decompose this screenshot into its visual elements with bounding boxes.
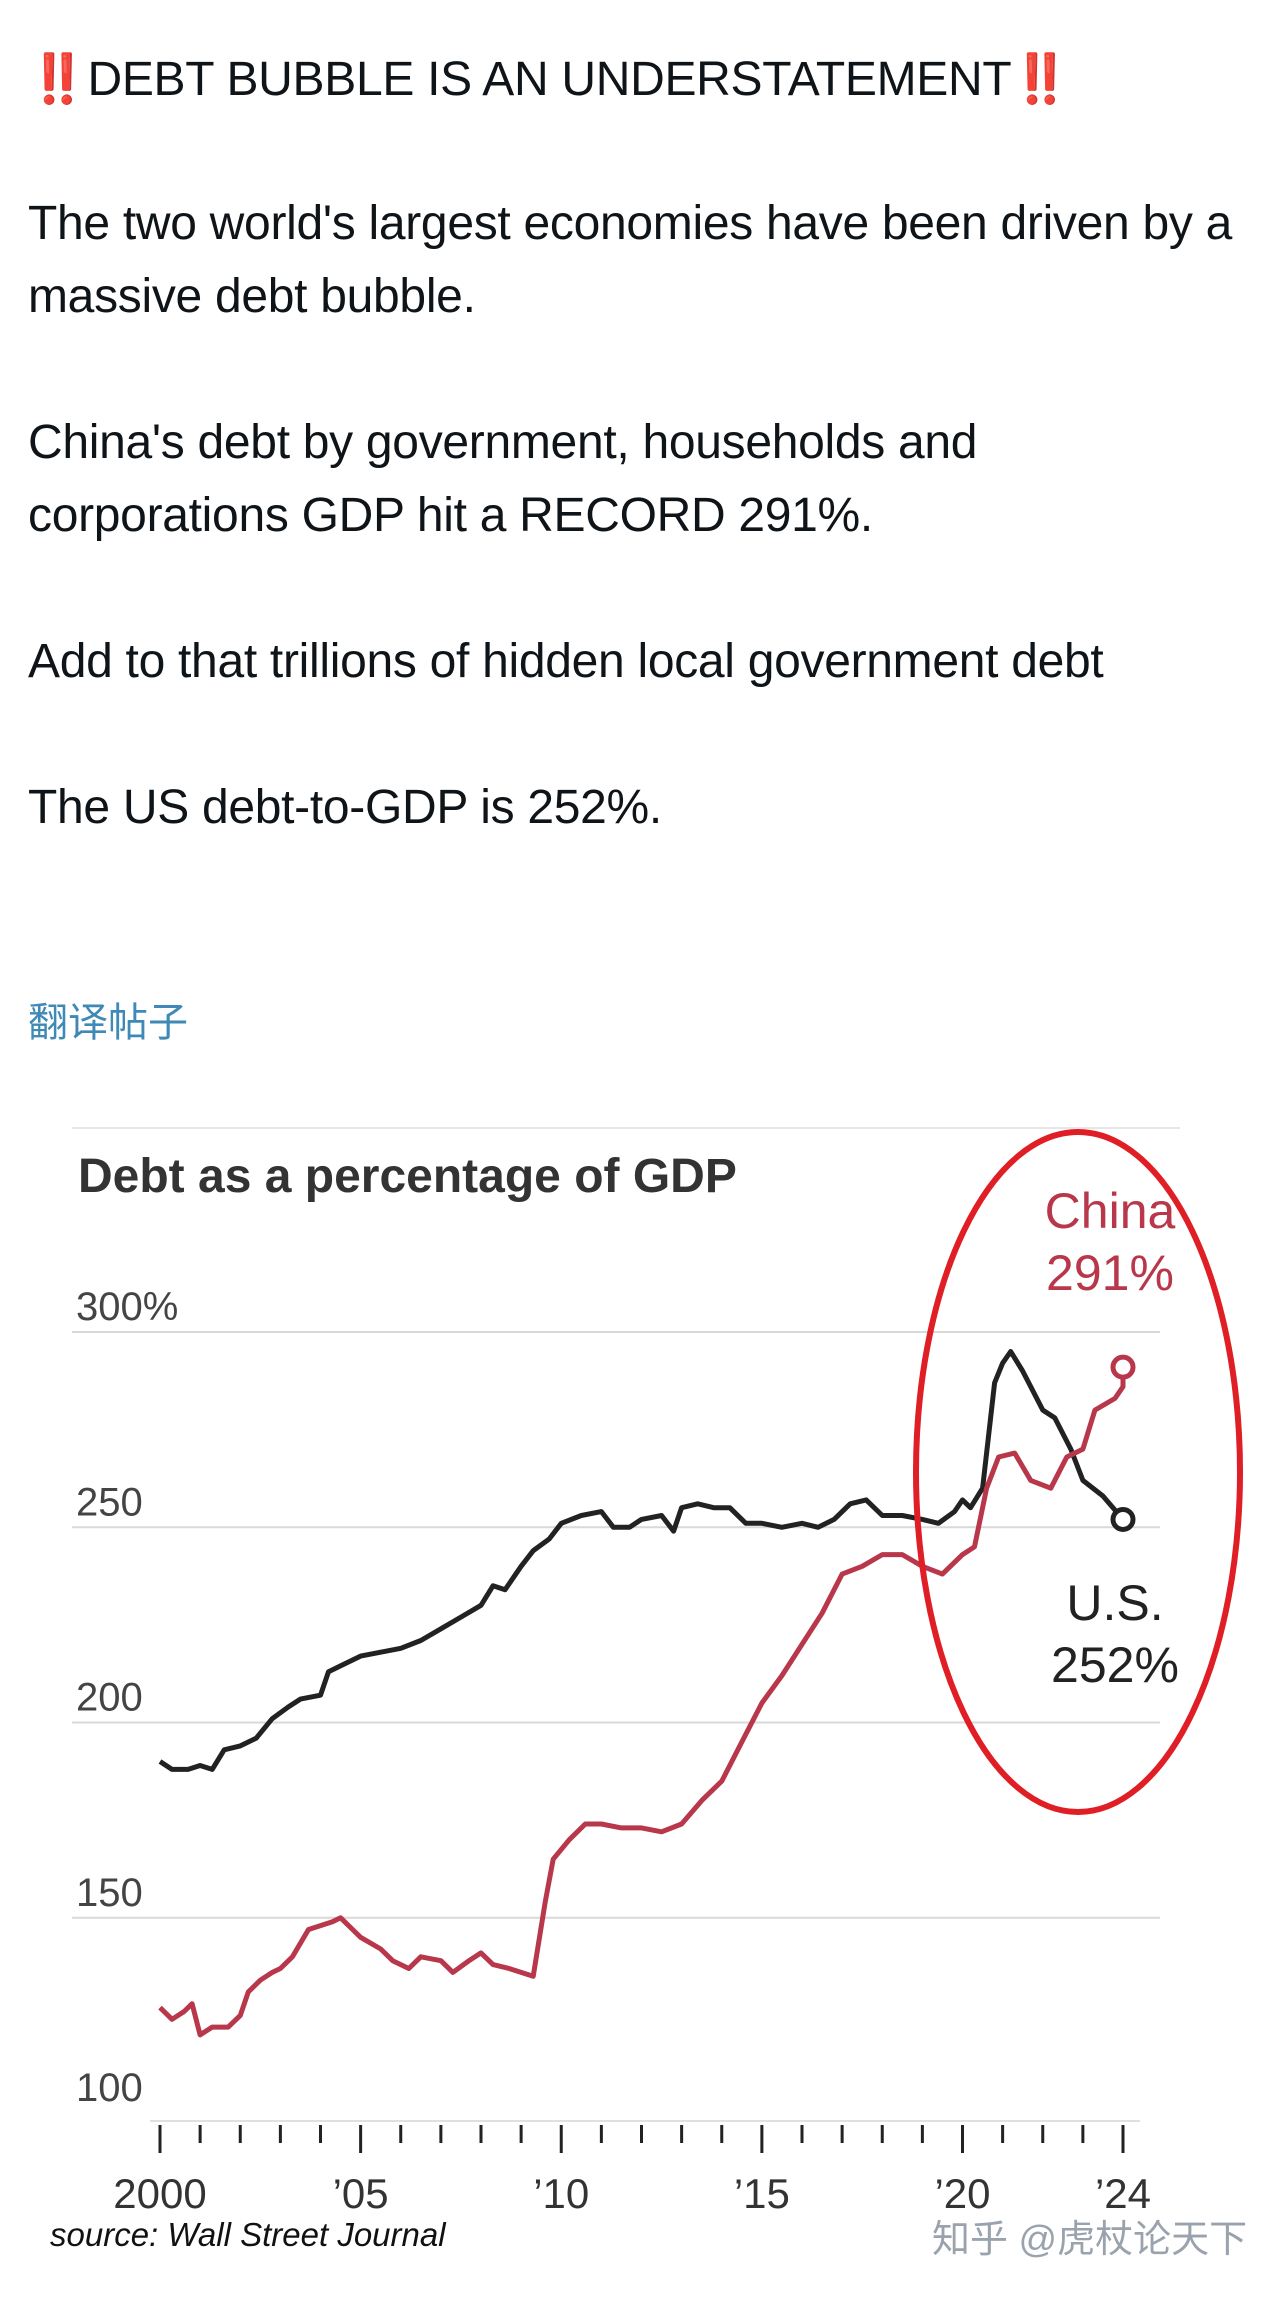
double-exclamation-icon: ‼️ bbox=[28, 51, 88, 107]
y-tick-label-100: 100 bbox=[76, 2066, 143, 2110]
chart-title: Debt as a percentage of GDP bbox=[78, 1150, 737, 1203]
translate-post-link[interactable]: 翻译帖子 bbox=[28, 1000, 188, 1046]
post-paragraph-2: China's debt by government, households a… bbox=[28, 416, 978, 542]
china-series-value: 291% bbox=[1046, 1245, 1174, 1301]
y-tick-label-250: 250 bbox=[76, 1480, 143, 1524]
double-exclamation-icon: ‼️ bbox=[1011, 51, 1071, 107]
us-series-line bbox=[158, 1349, 1125, 1772]
headline-text: DEBT BUBBLE IS AN UNDERSTATEMENT bbox=[87, 53, 1012, 106]
chart-source: source: Wall Street Journal bbox=[50, 2216, 447, 2253]
y-tick-label-150: 150 bbox=[76, 1871, 143, 1915]
chart-container: Debt as a percentage of GDP 100 150 200 250… bbox=[0, 1110, 1280, 2300]
post-paragraph-3: Add to that trillions of hidden local go… bbox=[28, 635, 1104, 688]
x-tick-label-2010: ’10 bbox=[533, 2170, 589, 2217]
china-series-label: China bbox=[1045, 1183, 1176, 1239]
post-paragraph-4: The US debt-to-GDP is 252%. bbox=[28, 781, 662, 834]
post-body: ‼️DEBT BUBBLE IS AN UNDERSTATEMENT‼️ The… bbox=[28, 44, 1248, 844]
china-series-line bbox=[158, 1367, 1126, 2038]
us-series-value: 252% bbox=[1051, 1637, 1179, 1693]
highlight-circle bbox=[913, 1129, 1243, 1815]
y-tick-label-300: 300% bbox=[76, 1285, 178, 1329]
watermark: 知乎 @虎杖论天下 bbox=[932, 2219, 1247, 2261]
debt-gdp-chart: Debt as a percentage of GDP 100 150 200 250… bbox=[50, 1127, 1247, 2261]
x-tick-label-2015: ’15 bbox=[734, 2170, 790, 2217]
post-headline: ‼️DEBT BUBBLE IS AN UNDERSTATEMENT‼️ bbox=[28, 44, 1248, 115]
us-series-label: U.S. bbox=[1066, 1575, 1163, 1631]
post-paragraph-1: The two world's largest economies have b… bbox=[28, 197, 1232, 323]
y-tick-label-200: 200 bbox=[76, 1676, 143, 1720]
x-tick-label-2024: ’24 bbox=[1095, 2170, 1151, 2217]
china-end-marker bbox=[1110, 1354, 1136, 1380]
x-tick-label-2020: ’20 bbox=[934, 2170, 990, 2217]
x-tick-label-2000: 2000 bbox=[113, 2170, 206, 2217]
x-tick-label-2005: ’05 bbox=[333, 2170, 389, 2217]
us-end-marker bbox=[1110, 1506, 1136, 1532]
